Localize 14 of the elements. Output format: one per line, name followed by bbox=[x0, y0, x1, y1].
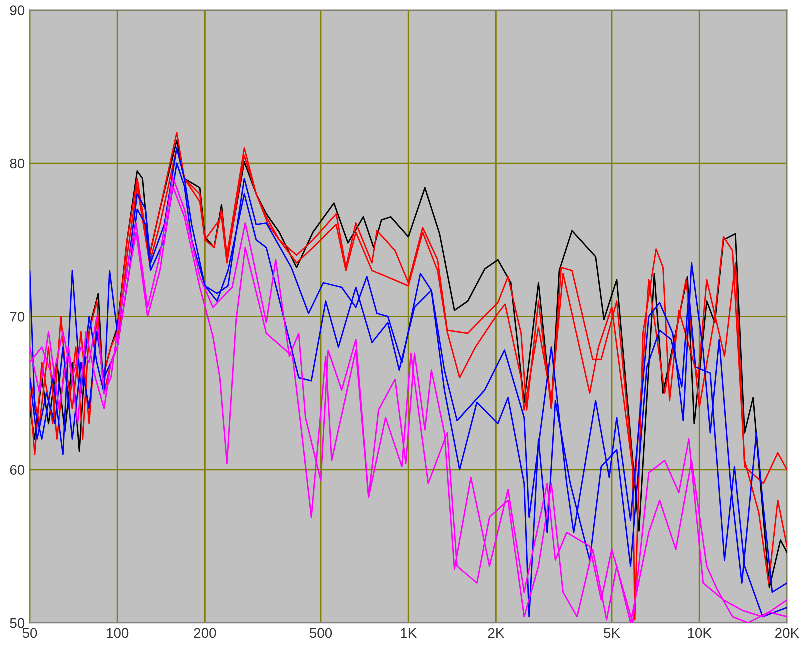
x-tick-label: 5K bbox=[604, 628, 620, 638]
x-tick-label: 50 bbox=[22, 628, 38, 638]
x-tick-label: 2K bbox=[488, 628, 505, 638]
y-tick-label: 60 bbox=[10, 465, 25, 476]
x-tick-label: 20K bbox=[776, 628, 800, 638]
y-tick-label: 90 bbox=[10, 6, 25, 16]
x-tick-label: 200 bbox=[194, 628, 216, 638]
y-tick-label: 50 bbox=[10, 618, 25, 628]
x-tick-label: 1K bbox=[401, 628, 417, 638]
x-tick-label: 10K bbox=[688, 628, 712, 638]
y-tick-label: 70 bbox=[10, 312, 25, 322]
x-tick-label: 100 bbox=[107, 628, 129, 638]
y-tick-label: 80 bbox=[10, 158, 25, 169]
x-tick-label: 500 bbox=[310, 628, 332, 638]
